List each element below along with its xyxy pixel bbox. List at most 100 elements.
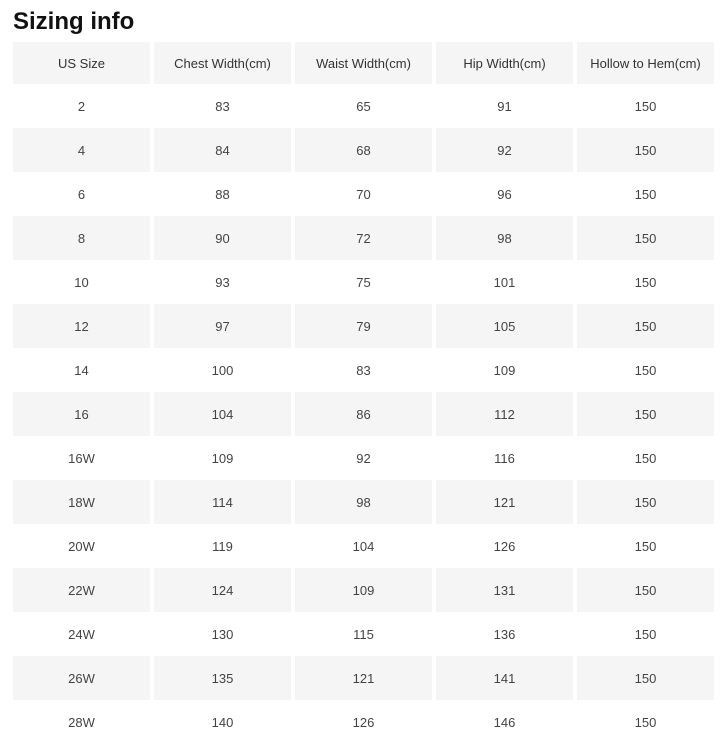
measurement-cell: 150	[577, 260, 714, 304]
column-header: Hip Width(cm)	[436, 42, 573, 84]
size-cell: 18W	[13, 480, 150, 524]
measurement-cell: 98	[436, 216, 573, 260]
table-row: 12 97 79 105 150	[13, 304, 714, 348]
measurement-cell: 100	[154, 348, 291, 392]
measurement-cell: 141	[436, 656, 573, 700]
table-row: 28W 140 126 146 150	[13, 700, 714, 744]
measurement-cell: 101	[436, 260, 573, 304]
size-cell: 14	[13, 348, 150, 392]
table-row: 16 104 86 112 150	[13, 392, 714, 436]
measurement-cell: 112	[436, 392, 573, 436]
size-cell: 12	[13, 304, 150, 348]
table-row: 14 100 83 109 150	[13, 348, 714, 392]
measurement-cell: 75	[295, 260, 432, 304]
table-header-row: US Size Chest Width(cm) Waist Width(cm) Hip…	[13, 42, 714, 84]
measurement-cell: 121	[295, 656, 432, 700]
measurement-cell: 91	[436, 84, 573, 128]
measurement-cell: 150	[577, 348, 714, 392]
measurement-cell: 150	[577, 480, 714, 524]
size-cell: 20W	[13, 524, 150, 568]
measurement-cell: 92	[436, 128, 573, 172]
size-cell: 8	[13, 216, 150, 260]
measurement-cell: 104	[295, 524, 432, 568]
table-row: 10 93 75 101 150	[13, 260, 714, 304]
measurement-cell: 119	[154, 524, 291, 568]
measurement-cell: 150	[577, 392, 714, 436]
table-row: 24W 130 115 136 150	[13, 612, 714, 656]
measurement-cell: 96	[436, 172, 573, 216]
size-cell: 10	[13, 260, 150, 304]
measurement-cell: 115	[295, 612, 432, 656]
measurement-cell: 114	[154, 480, 291, 524]
measurement-cell: 126	[295, 700, 432, 744]
measurement-cell: 83	[154, 84, 291, 128]
size-cell: 26W	[13, 656, 150, 700]
measurement-cell: 79	[295, 304, 432, 348]
measurement-cell: 72	[295, 216, 432, 260]
table-header: US Size Chest Width(cm) Waist Width(cm) Hip…	[13, 42, 714, 84]
measurement-cell: 90	[154, 216, 291, 260]
measurement-cell: 146	[436, 700, 573, 744]
measurement-cell: 93	[154, 260, 291, 304]
measurement-cell: 150	[577, 84, 714, 128]
size-cell: 28W	[13, 700, 150, 744]
measurement-cell: 121	[436, 480, 573, 524]
measurement-cell: 116	[436, 436, 573, 480]
measurement-cell: 109	[436, 348, 573, 392]
table-row: 22W 124 109 131 150	[13, 568, 714, 612]
measurement-cell: 124	[154, 568, 291, 612]
size-cell: 22W	[13, 568, 150, 612]
table-row: 16W 109 92 116 150	[13, 436, 714, 480]
table-row: 2 83 65 91 150	[13, 84, 714, 128]
size-cell: 16W	[13, 436, 150, 480]
measurement-cell: 150	[577, 700, 714, 744]
measurement-cell: 150	[577, 656, 714, 700]
measurement-cell: 150	[577, 524, 714, 568]
column-header: Chest Width(cm)	[154, 42, 291, 84]
measurement-cell: 150	[577, 304, 714, 348]
measurement-cell: 136	[436, 612, 573, 656]
size-cell: 2	[13, 84, 150, 128]
size-cell: 6	[13, 172, 150, 216]
measurement-cell: 131	[436, 568, 573, 612]
measurement-cell: 150	[577, 612, 714, 656]
measurement-cell: 150	[577, 568, 714, 612]
measurement-cell: 105	[436, 304, 573, 348]
measurement-cell: 68	[295, 128, 432, 172]
table-row: 18W 114 98 121 150	[13, 480, 714, 524]
column-header: US Size	[13, 42, 150, 84]
measurement-cell: 126	[436, 524, 573, 568]
measurement-cell: 109	[295, 568, 432, 612]
table-row: 20W 119 104 126 150	[13, 524, 714, 568]
measurement-cell: 86	[295, 392, 432, 436]
measurement-cell: 150	[577, 436, 714, 480]
table-row: 6 88 70 96 150	[13, 172, 714, 216]
size-cell: 16	[13, 392, 150, 436]
column-header: Hollow to Hem(cm)	[577, 42, 714, 84]
measurement-cell: 88	[154, 172, 291, 216]
measurement-cell: 97	[154, 304, 291, 348]
measurement-cell: 130	[154, 612, 291, 656]
measurement-cell: 65	[295, 84, 432, 128]
measurement-cell: 104	[154, 392, 291, 436]
measurement-cell: 150	[577, 172, 714, 216]
measurement-cell: 135	[154, 656, 291, 700]
table-row: 8 90 72 98 150	[13, 216, 714, 260]
measurement-cell: 70	[295, 172, 432, 216]
measurement-cell: 109	[154, 436, 291, 480]
size-cell: 4	[13, 128, 150, 172]
measurement-cell: 140	[154, 700, 291, 744]
measurement-cell: 150	[577, 128, 714, 172]
page-title: Sizing info	[13, 8, 135, 35]
column-header: Waist Width(cm)	[295, 42, 432, 84]
table-row: 4 84 68 92 150	[13, 128, 714, 172]
measurement-cell: 83	[295, 348, 432, 392]
measurement-cell: 92	[295, 436, 432, 480]
table-body: 2 83 65 91 150 4 84 68 92 150 6 88 70 96 150 8 90 72 98 150…	[13, 84, 714, 744]
sizing-table: US Size Chest Width(cm) Waist Width(cm) Hip…	[9, 42, 718, 744]
measurement-cell: 150	[577, 216, 714, 260]
size-cell: 24W	[13, 612, 150, 656]
measurement-cell: 98	[295, 480, 432, 524]
measurement-cell: 84	[154, 128, 291, 172]
table-row: 26W 135 121 141 150	[13, 656, 714, 700]
